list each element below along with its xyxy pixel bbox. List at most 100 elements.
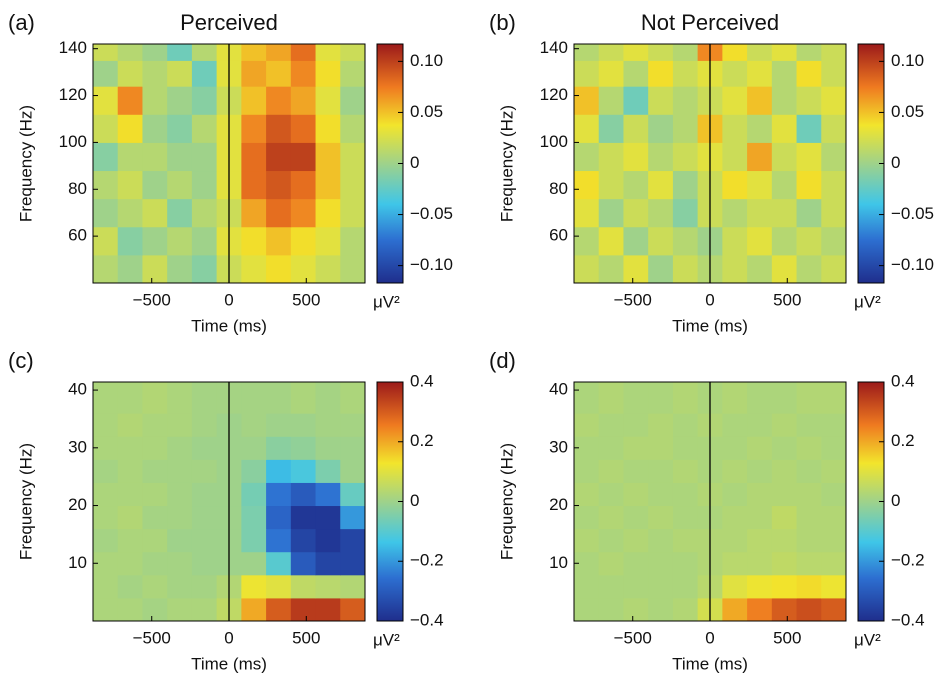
heatmap-cell	[117, 170, 143, 200]
heatmap-cell	[722, 528, 748, 553]
heatmap-cell	[315, 528, 341, 553]
colorbar-unit: μV²	[373, 292, 400, 311]
heatmap-cell	[266, 44, 292, 61]
heatmap-cell	[191, 436, 218, 460]
y-tick-label: 20	[68, 495, 87, 514]
heatmap-cell	[821, 142, 847, 172]
heatmap-cell	[315, 254, 341, 284]
heatmap-cell	[241, 44, 267, 61]
panel-title: Not Perceived	[641, 10, 779, 35]
y-tick-label: 40	[549, 380, 568, 399]
heatmap-cell	[266, 574, 292, 599]
heatmap-cell	[598, 226, 624, 256]
heatmap-cell	[672, 551, 699, 576]
heatmap-cell	[598, 170, 624, 200]
heatmap-cell	[747, 142, 773, 172]
colorbar-unit: μV²	[854, 292, 881, 311]
heatmap-cell	[598, 459, 624, 483]
heatmap-cell	[648, 482, 674, 507]
heatmap-cell	[722, 142, 748, 172]
y-axis-label: Frequency (Hz)	[16, 105, 35, 222]
heatmap-cell	[821, 226, 847, 256]
heatmap-cell	[340, 597, 366, 622]
heatmap-cell	[241, 60, 267, 87]
heatmap-cell	[241, 226, 267, 256]
heatmap-cell	[93, 142, 119, 172]
y-axis-label: Frequency (Hz)	[16, 443, 35, 560]
heatmap-cell	[821, 574, 847, 599]
heatmap-cell	[821, 198, 847, 228]
heatmap-cell	[574, 382, 600, 414]
heatmap-cell	[167, 198, 193, 228]
heatmap-cell	[167, 114, 193, 143]
heatmap-cell	[93, 551, 119, 576]
heatmap-cell	[142, 142, 168, 172]
heatmap-cell	[266, 142, 292, 172]
heatmap-cell	[648, 413, 674, 437]
heatmap-cell	[796, 597, 822, 622]
heatmap-cell	[93, 44, 119, 61]
y-tick-label: 30	[68, 437, 87, 456]
y-axis-label: Frequency (Hz)	[497, 105, 516, 222]
x-axis-label: Time (ms)	[191, 654, 267, 673]
heatmap-cell	[747, 436, 773, 460]
colorbar-tick-label: 0	[410, 491, 419, 510]
heatmap-cell	[598, 528, 624, 553]
heatmap-cell	[722, 413, 748, 437]
heatmap-cell	[747, 482, 773, 507]
x-axis-label: Time (ms)	[672, 316, 748, 335]
heatmap-cell	[290, 505, 317, 530]
heatmap-cell	[648, 142, 674, 172]
heatmap-cell	[722, 114, 748, 143]
heatmap-cell	[241, 436, 267, 460]
heatmap-cell	[315, 170, 341, 200]
heatmap-cell	[747, 60, 773, 87]
heatmap-cell	[771, 170, 798, 200]
heatmap-cell	[623, 60, 649, 87]
x-axis-label: Time (ms)	[672, 654, 748, 673]
heatmap-cell	[648, 382, 674, 414]
heatmap-cell	[191, 505, 218, 530]
heatmap-cell	[93, 170, 119, 200]
heatmap-cell	[167, 170, 193, 200]
heatmap-cell	[574, 597, 600, 622]
heatmap-cell	[796, 436, 822, 460]
x-tick-label: −500	[133, 628, 171, 647]
heatmap-cell	[796, 226, 822, 256]
colorbar-tick-label: 0.4	[410, 371, 434, 390]
panel-label: (c)	[8, 348, 34, 373]
heatmap-cell	[623, 597, 649, 622]
heatmap-cell	[241, 86, 267, 115]
heatmap-cell	[598, 60, 624, 87]
heatmap-cell	[821, 528, 847, 553]
y-tick-label: 10	[68, 553, 87, 572]
heatmap-cell	[648, 459, 674, 483]
heatmap-cell	[598, 86, 624, 115]
heatmap-cell	[315, 597, 341, 622]
heatmap-cell	[142, 170, 168, 200]
heatmap-cell	[623, 86, 649, 115]
heatmap-cell	[290, 142, 317, 172]
heatmap-cell	[191, 382, 218, 414]
heatmap-cell	[796, 60, 822, 87]
heatmap-cell	[340, 198, 366, 228]
heatmap-cell	[142, 382, 168, 414]
heatmap-cell	[142, 198, 168, 228]
heatmap-cell	[266, 597, 292, 622]
heatmap-cell	[117, 142, 143, 172]
heatmap-cell	[93, 528, 119, 553]
heatmap-cell	[241, 254, 267, 284]
heatmap-cell	[574, 254, 600, 284]
heatmap-cell	[648, 60, 674, 87]
heatmap-cell	[340, 254, 366, 284]
heatmap-cell	[598, 254, 624, 284]
heatmap-cell	[191, 482, 218, 507]
heatmap-cell	[648, 597, 674, 622]
x-axis-label: Time (ms)	[191, 316, 267, 335]
heatmap-cell	[93, 114, 119, 143]
heatmap-cell	[598, 382, 624, 414]
heatmap-cell	[117, 226, 143, 256]
heatmap-cell	[241, 482, 267, 507]
heatmap-cell	[771, 505, 798, 530]
